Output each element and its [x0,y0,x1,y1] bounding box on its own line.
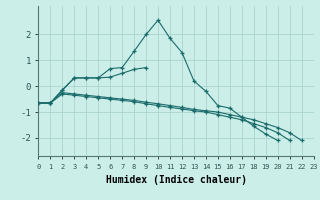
X-axis label: Humidex (Indice chaleur): Humidex (Indice chaleur) [106,175,246,185]
